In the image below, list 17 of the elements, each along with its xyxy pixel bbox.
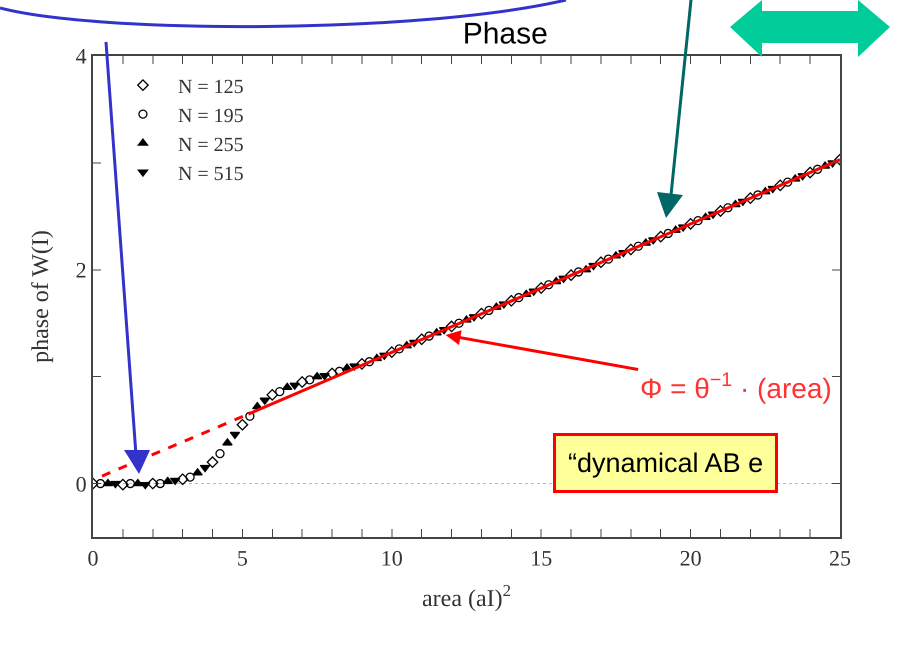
annotation: “dynamical AB e — [568, 448, 764, 478]
x-tick-label: 15 — [530, 545, 552, 570]
x-tick-label: 5 — [236, 545, 248, 570]
annotation: Φ = θ$^{−1}$ · (area) — [640, 369, 832, 404]
y-tick-label: 0 — [76, 471, 87, 496]
x-tick-label: 25 — [829, 545, 851, 570]
x-axis-title: area (aI)$^{2}$ — [422, 581, 511, 612]
y-axis-title: phase of W(I) — [28, 230, 54, 363]
legend-label: N = 515 — [178, 162, 244, 185]
legend-label: N = 125 — [178, 76, 244, 98]
x-tick-label: 20 — [680, 545, 702, 570]
y-tick-label: 2 — [76, 257, 87, 282]
y-tick-label: 4 — [76, 44, 87, 69]
chart-title: Phase — [462, 18, 548, 50]
legend-label: N = 255 — [178, 134, 244, 156]
legend-label: N = 195 — [178, 104, 244, 127]
x-tick-label: 10 — [380, 545, 403, 570]
